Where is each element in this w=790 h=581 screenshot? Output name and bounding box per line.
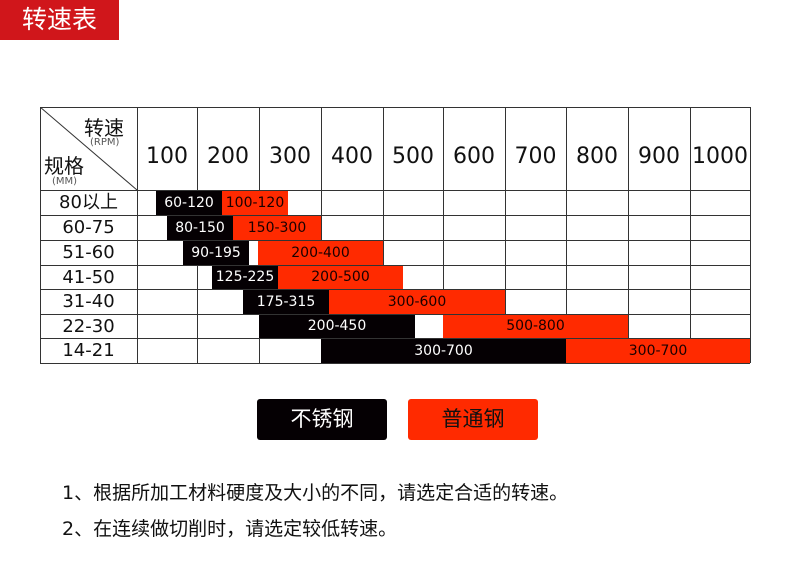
header-diagonal xyxy=(40,107,137,190)
bar-stainless: 175-315 xyxy=(243,290,329,314)
bar-carbon: 150-300 xyxy=(233,216,321,240)
column-header-speed: 800 xyxy=(576,144,618,169)
grid-line xyxy=(566,107,567,363)
bar-gap xyxy=(249,241,258,265)
grid-line xyxy=(40,265,750,266)
column-header-speed: 600 xyxy=(453,144,495,169)
header-speed-unit: (RPM) xyxy=(90,137,120,148)
grid-line xyxy=(137,107,138,363)
grid-line xyxy=(40,190,750,191)
column-header-speed: 100 xyxy=(146,144,188,169)
bar-carbon: 100-120 xyxy=(222,191,288,215)
grid-line xyxy=(40,240,750,241)
header-size-label: 规格 xyxy=(44,154,84,178)
column-header-speed: 700 xyxy=(514,144,557,169)
page-title: 转速表 xyxy=(0,0,119,40)
column-header-speed: 300 xyxy=(269,144,311,169)
bar-stainless: 80-150 xyxy=(167,216,233,240)
header-size-unit: (MM) xyxy=(52,176,78,187)
row-label-size: 41-50 xyxy=(62,267,115,288)
grid-line xyxy=(690,107,691,363)
column-header-speed: 500 xyxy=(392,144,434,169)
note-1: 1、根据所加工材料硬度及大小的不同，请选定合适的转速。 xyxy=(62,482,569,504)
row-label-size: 14-21 xyxy=(62,340,115,361)
grid-line xyxy=(443,107,444,363)
grid-line xyxy=(40,107,750,108)
bar-carbon: 500-800 xyxy=(443,315,628,338)
row-label-size: 60-75 xyxy=(62,217,115,238)
grid-line xyxy=(505,107,506,363)
grid-line xyxy=(40,107,41,363)
bar-stainless: 125-225 xyxy=(212,266,278,289)
legend-stainless: 不锈钢 xyxy=(257,399,387,440)
bar-carbon: 200-500 xyxy=(278,266,403,289)
note-2: 2、在连续做切削时，请选定较低转速。 xyxy=(62,518,398,540)
bar-stainless: 200-450 xyxy=(259,315,415,338)
grid-line xyxy=(383,107,384,363)
header-speed-label: 转速 xyxy=(84,116,124,140)
row-label-size: 22-30 xyxy=(62,316,115,337)
column-header-speed: 1000 xyxy=(692,144,748,169)
grid-line xyxy=(321,107,322,363)
bar-carbon: 200-400 xyxy=(258,241,383,265)
grid-line xyxy=(40,314,750,315)
grid-line xyxy=(750,107,751,363)
grid-line xyxy=(40,363,750,364)
row-label-size: 80以上 xyxy=(59,192,118,213)
row-label-size: 51-60 xyxy=(62,242,115,263)
column-header-speed: 200 xyxy=(207,144,249,169)
row-label-size: 31-40 xyxy=(62,291,115,312)
bar-carbon: 300-600 xyxy=(329,290,505,314)
bar-carbon: 300-700 xyxy=(566,339,750,363)
grid-line xyxy=(40,338,750,339)
bar-gap xyxy=(415,315,443,338)
bar-stainless: 60-120 xyxy=(156,191,222,215)
column-header-speed: 400 xyxy=(331,144,373,169)
column-header-speed: 900 xyxy=(638,144,680,169)
legend-carbon: 普通钢 xyxy=(408,399,538,440)
bar-stainless: 90-195 xyxy=(183,241,249,265)
bar-stainless: 300-700 xyxy=(321,339,566,363)
grid-line xyxy=(40,289,750,290)
grid-line xyxy=(40,215,750,216)
grid-line xyxy=(628,107,629,363)
